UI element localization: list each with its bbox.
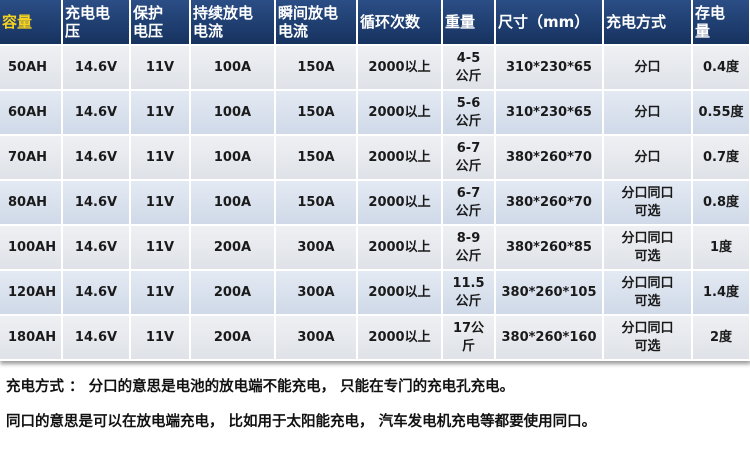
table-row: 60AH 14.6V 11V 100A 150A 2000以上 5-6 公斤 310*230*… bbox=[0, 90, 750, 136]
table-cell: 60AH bbox=[0, 90, 63, 136]
table-cell: 0.4度 bbox=[692, 45, 750, 91]
table-cell: 11V bbox=[130, 225, 191, 271]
table-cell: 200A bbox=[190, 225, 276, 271]
table-row: 50AH 14.6V 11V 100A 150A 2000以上 4-5 公斤 310*230*… bbox=[0, 45, 750, 91]
table-cell: 150A bbox=[275, 90, 358, 136]
table-cell: 150A bbox=[275, 45, 358, 91]
table-cell: 8-9 公斤 bbox=[442, 225, 496, 271]
header-cell: 循环次数 bbox=[357, 0, 443, 46]
table-cell: 14.6V bbox=[62, 180, 131, 226]
table-cell: 100A bbox=[190, 45, 276, 91]
table-cell: 分口同口 可选 bbox=[603, 270, 693, 316]
table-row: 80AH 14.6V 11V 100A 150A 2000以上 6-7 公斤 380*260*… bbox=[0, 180, 750, 226]
header-cell: 存电 量 bbox=[692, 0, 750, 46]
table-cell: 2度 bbox=[692, 315, 750, 361]
table-cell: 380*260*160 bbox=[495, 315, 604, 361]
table-cell: 11V bbox=[130, 315, 191, 361]
header-cell: 充电电 压 bbox=[62, 0, 131, 46]
table-cell: 4-5 公斤 bbox=[442, 45, 496, 91]
table-cell: 70AH bbox=[0, 135, 63, 181]
table-cell: 80AH bbox=[0, 180, 63, 226]
table-cell: 100A bbox=[190, 135, 276, 181]
table-cell: 分口同口 可选 bbox=[603, 315, 693, 361]
table-cell: 50AH bbox=[0, 45, 63, 91]
note: 同口的意思是可以在放电端充电， 比如用于太阳能充电， 汽车发电机充电等都要使用同… bbox=[6, 414, 597, 430]
table-cell: 14.6V bbox=[62, 270, 131, 316]
table-cell: 200A bbox=[190, 270, 276, 316]
spec-table: 容量 充电电 压保护 电压 持续放电 电流 瞬间放电 电流 循环次数 重量 尺寸（mm） 充电… bbox=[0, 0, 750, 361]
table-cell: 1度 bbox=[692, 225, 750, 271]
header-cell: 充电方式 bbox=[603, 0, 693, 46]
table-cell: 2000以上 bbox=[357, 90, 443, 136]
table-cell: 11.5 公斤 bbox=[442, 270, 496, 316]
header-cell: 保护 电压 bbox=[130, 0, 191, 46]
header-cell: 容量 bbox=[0, 0, 63, 46]
table-cell: 11V bbox=[130, 180, 191, 226]
table-cell: 200A bbox=[190, 315, 276, 361]
table-cell: 300A bbox=[275, 315, 358, 361]
table-cell: 180AH bbox=[0, 315, 63, 361]
table-body: 50AH 14.6V 11V 100A 150A 2000以上 4-5 公斤 310*230*… bbox=[0, 45, 750, 361]
table-cell: 分口同口 可选 bbox=[603, 180, 693, 226]
table-cell: 300A bbox=[275, 270, 358, 316]
table-cell: 分口同口 可选 bbox=[603, 225, 693, 271]
table-cell: 0.55度 bbox=[692, 90, 750, 136]
header-row: 容量 充电电 压保护 电压 持续放电 电流 瞬间放电 电流 循环次数 重量 尺寸（mm） 充电… bbox=[0, 0, 750, 46]
table-cell: 310*230*65 bbox=[495, 90, 604, 136]
table-cell: 300A bbox=[275, 225, 358, 271]
table-cell: 分口 bbox=[603, 45, 693, 91]
table-cell: 100A bbox=[190, 90, 276, 136]
table-cell: 2000以上 bbox=[357, 135, 443, 181]
table-row: 70AH 14.6V 11V 100A 150A 2000以上 6-7 公斤 380*260*… bbox=[0, 135, 750, 181]
table-cell: 0.7度 bbox=[692, 135, 750, 181]
table-cell: 14.6V bbox=[62, 225, 131, 271]
table-cell: 380*260*70 bbox=[495, 180, 604, 226]
header-cell: 尺寸（mm） bbox=[495, 0, 604, 46]
table-cell: 11V bbox=[130, 135, 191, 181]
table-cell: 11V bbox=[130, 45, 191, 91]
table-cell: 2000以上 bbox=[357, 225, 443, 271]
header-cell: 持续放电 电流 bbox=[190, 0, 276, 46]
table-cell: 17公 斤 bbox=[442, 315, 496, 361]
table-row: 180AH 14.6V 11V 200A 300A 2000以上 17公 斤 380*260*… bbox=[0, 315, 750, 361]
table-cell: 6-7 公斤 bbox=[442, 135, 496, 181]
table-row: 100AH 14.6V 11V 200A 300A 2000以上 8-9 公斤 380*260… bbox=[0, 225, 750, 271]
table-cell: 120AH bbox=[0, 270, 63, 316]
table-cell: 2000以上 bbox=[357, 45, 443, 91]
table-cell: 2000以上 bbox=[357, 315, 443, 361]
header-cell: 瞬间放电 电流 bbox=[275, 0, 358, 46]
table-cell: 310*230*65 bbox=[495, 45, 604, 91]
table-cell: 380*260*70 bbox=[495, 135, 604, 181]
table-cell: 11V bbox=[130, 270, 191, 316]
table-cell: 14.6V bbox=[62, 45, 131, 91]
table-cell: 150A bbox=[275, 135, 358, 181]
table-cell: 14.6V bbox=[62, 90, 131, 136]
header-cell: 重量 bbox=[442, 0, 496, 46]
table-cell: 11V bbox=[130, 90, 191, 136]
table-cell: 0.8度 bbox=[692, 180, 750, 226]
table-cell: 分口 bbox=[603, 90, 693, 136]
note: 充电方式 ： 分口的意思是电池的放电端不能充电， 只能在专门的充电孔充电。 bbox=[6, 379, 515, 395]
table-cell: 1.4度 bbox=[692, 270, 750, 316]
table-cell: 150A bbox=[275, 180, 358, 226]
table-cell: 2000以上 bbox=[357, 270, 443, 316]
table-cell: 分口 bbox=[603, 135, 693, 181]
table-row: 120AH 14.6V 11V 200A 300A 2000以上 11.5 公斤 380*26… bbox=[0, 270, 750, 316]
table-cell: 380*260*85 bbox=[495, 225, 604, 271]
table-cell: 6-7 公斤 bbox=[442, 180, 496, 226]
table-cell: 100AH bbox=[0, 225, 63, 271]
table-cell: 380*260*105 bbox=[495, 270, 604, 316]
table-cell: 14.6V bbox=[62, 135, 131, 181]
table-cell: 2000以上 bbox=[357, 180, 443, 226]
table-cell: 14.6V bbox=[62, 315, 131, 361]
table-cell: 5-6 公斤 bbox=[442, 90, 496, 136]
table-cell: 100A bbox=[190, 180, 276, 226]
